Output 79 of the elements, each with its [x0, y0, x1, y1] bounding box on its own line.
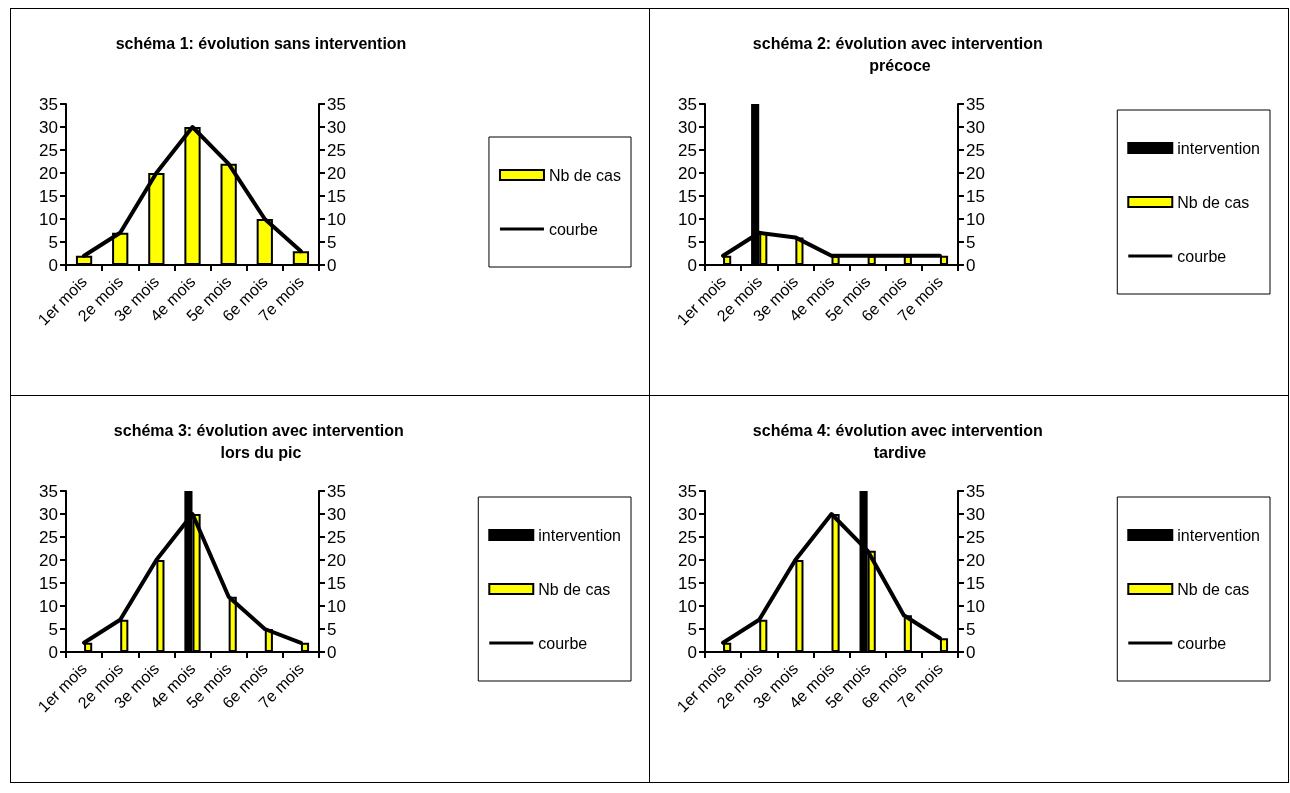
y2-tick-label: 10: [966, 596, 985, 616]
y2-tick-label: 35: [966, 481, 985, 501]
y-tick-label: 30: [39, 504, 58, 524]
y-tick-label: 35: [678, 481, 697, 501]
y2-tick-label: 10: [327, 596, 346, 616]
y-tick-label: 30: [39, 117, 58, 137]
y-tick-label: 0: [48, 255, 58, 275]
y2-tick-label: 30: [327, 117, 346, 137]
y2-tick-label: 35: [327, 94, 346, 114]
chart-title: schéma 1: évolution sans intervention: [115, 34, 407, 52]
y-tick-label: 15: [678, 186, 697, 206]
y2-tick-label: 5: [327, 619, 337, 639]
y2-tick-label: 0: [966, 642, 976, 662]
y-tick-label: 15: [678, 573, 697, 593]
y-tick-label: 25: [39, 527, 58, 547]
y-tick-label: 15: [39, 573, 58, 593]
y-tick-label: 0: [687, 255, 697, 275]
y2-tick-label: 0: [966, 255, 976, 275]
y2-tick-label: 15: [327, 573, 346, 593]
y-tick-label: 5: [48, 232, 58, 252]
legend-label: Nb de cas: [1177, 193, 1250, 211]
y-tick-label: 15: [39, 186, 58, 206]
y-tick-label: 0: [48, 642, 58, 662]
y-tick-label: 30: [678, 504, 697, 524]
y-tick-label: 10: [678, 596, 697, 616]
y-tick-label: 20: [678, 550, 697, 570]
y2-tick-label: 30: [966, 117, 985, 137]
y2-tick-label: 25: [966, 140, 985, 160]
y-tick-label: 30: [678, 117, 697, 137]
y-tick-label: 20: [39, 163, 58, 183]
y2-tick-label: 35: [966, 94, 985, 114]
y2-tick-label: 15: [966, 186, 985, 206]
y-tick-label: 25: [678, 140, 697, 160]
y2-tick-label: 5: [966, 232, 976, 252]
y2-tick-label: 10: [966, 209, 985, 229]
legend-label: Nb de cas: [1177, 580, 1250, 598]
legend-label: courbe: [1177, 634, 1227, 652]
y-tick-label: 5: [48, 619, 58, 639]
legend-label: intervention: [1177, 526, 1260, 544]
y-tick-label: 20: [39, 550, 58, 570]
y2-tick-label: 30: [327, 504, 346, 524]
y2-tick-label: 35: [327, 481, 346, 501]
legend-label: Nb de cas: [538, 580, 611, 598]
chart-title: schéma 2: évolution avec intervention précoce: [752, 34, 1048, 74]
legend-label: Nb de cas: [548, 166, 622, 184]
y2-tick-label: 20: [966, 163, 985, 183]
y-tick-label: 35: [39, 481, 58, 501]
y2-tick-label: 5: [966, 619, 976, 639]
legend-label: intervention: [538, 526, 621, 544]
y-tick-label: 25: [678, 527, 697, 547]
y2-tick-label: 10: [327, 209, 346, 229]
y2-tick-label: 15: [327, 186, 346, 206]
y-tick-label: 5: [687, 232, 697, 252]
y-tick-label: 35: [678, 94, 697, 114]
y2-tick-label: 25: [327, 527, 346, 547]
chart-title: schéma 4: évolution avec intervention tardive: [752, 421, 1048, 461]
y2-tick-label: 30: [966, 504, 985, 524]
legend-label: courbe: [538, 634, 588, 652]
y2-tick-label: 0: [327, 642, 337, 662]
y2-tick-label: 0: [327, 255, 337, 275]
y2-tick-label: 25: [327, 140, 346, 160]
y-tick-label: 5: [687, 619, 697, 639]
y-tick-label: 35: [39, 94, 58, 114]
y2-tick-label: 25: [966, 527, 985, 547]
y2-tick-label: 5: [327, 232, 337, 252]
y-tick-label: 10: [678, 209, 697, 229]
y2-tick-label: 20: [327, 163, 346, 183]
legend-label: courbe: [1177, 247, 1227, 265]
y-tick-label: 25: [39, 140, 58, 160]
y2-tick-label: 15: [966, 573, 985, 593]
legend-label: courbe: [548, 220, 598, 238]
y-tick-label: 10: [39, 596, 58, 616]
y-tick-label: 20: [678, 163, 697, 183]
y-tick-label: 0: [687, 642, 697, 662]
chart-title: schéma 3: évolution avec intervention lors du pic: [113, 421, 409, 461]
legend-label: intervention: [1177, 139, 1260, 157]
y2-tick-label: 20: [327, 550, 346, 570]
y-tick-label: 10: [39, 209, 58, 229]
y2-tick-label: 20: [966, 550, 985, 570]
